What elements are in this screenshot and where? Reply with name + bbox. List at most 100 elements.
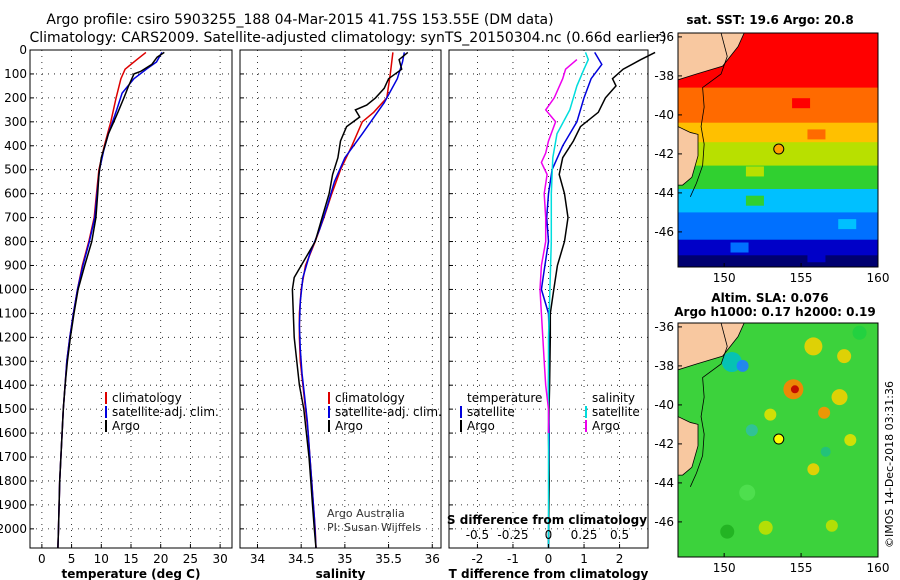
shelf-contour [689, 33, 728, 197]
difference-temperature-legend: temperature satellite Argo [460, 391, 542, 433]
sla-anomaly [825, 519, 838, 532]
x-tick-label: 0 [38, 552, 46, 566]
sst-patch [745, 166, 764, 177]
legend-s-argo: Argo [592, 419, 620, 433]
sla-anomaly [852, 325, 867, 340]
y-tick-label: 400 [4, 139, 27, 153]
legend-satellite: satellite-adj. clim. [112, 405, 219, 419]
y-tick-label: 700 [4, 211, 27, 225]
argo-australia-label: Argo Australia [327, 507, 405, 520]
x-axis-label: salinity [316, 567, 366, 580]
x-tick-label: 34.5 [288, 552, 315, 566]
x-tick-label: 1 [580, 552, 588, 566]
y-tick-label: 1200 [0, 330, 27, 344]
temperature-panel: 0 5 10 15 20 25 300100200300400500600700800900… [0, 43, 233, 580]
y-tick-label: -40 [654, 398, 674, 412]
sla-anomaly [844, 434, 857, 446]
x-tick-label: 5 [68, 552, 76, 566]
sst-band [678, 255, 878, 267]
sst-patch [807, 129, 826, 140]
series-t-argo [547, 51, 656, 549]
map-content [678, 33, 878, 267]
y-tick-label: 1700 [0, 450, 27, 464]
s-diff-label: S difference from climatology [447, 513, 647, 527]
x-tick-label: 150 [713, 561, 736, 575]
y-tick-label: 900 [4, 258, 27, 272]
x-axis-label: T difference from climatology [449, 567, 649, 580]
sla-anomaly [837, 349, 852, 364]
temperature-legend: climatology satellite-adj. clim. Argo [105, 391, 219, 433]
s-tick-label: 0.5 [610, 528, 629, 542]
sst-band [678, 189, 878, 213]
sst-map: 150 155 160 -36 -38 -40 -42 -44 -46 [654, 30, 889, 285]
sst-title: sat. SST: 19.6 Argo: 20.8 [686, 13, 853, 27]
sla-anomaly [831, 389, 848, 406]
legend-climatology: climatology [335, 391, 405, 405]
y-tick-label: -40 [654, 108, 674, 122]
legend-t-heading: temperature [467, 391, 542, 405]
y-tick-label: -36 [654, 30, 674, 44]
sst-band [678, 165, 878, 190]
series-satellite-adj-clim- [298, 52, 406, 549]
sla-anomaly [764, 408, 777, 421]
x-tick-label: 34 [250, 552, 265, 566]
argo-position-marker [773, 143, 785, 155]
y-tick-label: 100 [4, 67, 27, 81]
y-tick-label: 0 [19, 43, 27, 57]
y-tick-label: 800 [4, 235, 27, 249]
series-t-satellite [540, 52, 603, 549]
salinity-panel: 34 34.5 35 35.5 36 salinity [239, 49, 442, 580]
y-tick-label: -44 [654, 186, 674, 200]
shelf-contour [689, 323, 728, 487]
x-tick-label: 2 [616, 552, 624, 566]
salinity-legend: climatology satellite-adj. clim. Argo [328, 391, 442, 433]
series-argo [291, 51, 409, 549]
x-tick-label: 150 [713, 271, 736, 285]
imos-watermark: ©IMOS 14-Dec-2018 03:31:36 [883, 381, 896, 548]
land-tasmania [678, 126, 699, 186]
sst-patch [838, 219, 857, 230]
y-tick-label: 1100 [0, 306, 27, 320]
sla-anomaly [736, 359, 749, 372]
sst-patch [838, 106, 857, 116]
legend-s-heading: salinity [592, 391, 635, 405]
sla-anomaly [745, 424, 758, 437]
x-tick-label: 35.5 [375, 552, 402, 566]
x-tick-label: 10 [94, 552, 109, 566]
x-tick-label: 155 [790, 271, 813, 285]
series-climatology [57, 51, 147, 549]
legend-satellite: satellite-adj. clim. [335, 405, 442, 419]
s-tick-label: -0.5 [466, 528, 489, 542]
sla-title-2: Argo h1000: 0.17 h2000: 0.19 [674, 305, 875, 319]
sla-title-1: Altim. SLA: 0.076 [711, 291, 828, 305]
title-line-2: Climatology: CARS2009. Satellite-adjuste… [29, 30, 666, 46]
sst-band [678, 239, 878, 256]
s-tick-label: -0.25 [497, 528, 528, 542]
plot-frame [239, 49, 442, 549]
series-s-argo [539, 59, 578, 434]
sst-patch [822, 174, 841, 185]
legend-argo: Argo [335, 419, 363, 433]
map-frame [677, 322, 879, 558]
pi-label: PI: Susan Wijffels [327, 521, 421, 534]
y-tick-label: 1400 [0, 378, 27, 392]
x-tick-label: 155 [790, 561, 813, 575]
y-tick-label: -42 [654, 437, 674, 451]
y-tick-label: 2000 [0, 522, 27, 536]
x-tick-label: 35 [337, 552, 352, 566]
legend-t-argo: Argo [467, 419, 495, 433]
x-tick-label: 30 [212, 552, 227, 566]
sla-anomaly [820, 446, 831, 457]
sla-map: 150 155 160 -36 -38 -40 -42 -44 -46 [654, 320, 889, 575]
s-tick-label: 0 [545, 528, 553, 542]
y-tick-label: 200 [4, 91, 27, 105]
sla-anomaly [790, 385, 799, 394]
x-tick-label: 36 [425, 552, 440, 566]
y-tick-label: -46 [654, 515, 674, 529]
y-tick-label: 600 [4, 187, 27, 201]
y-tick-label: -38 [654, 69, 674, 83]
x-tick-label: 25 [183, 552, 198, 566]
land-tasmania [678, 416, 699, 476]
sla-anomaly [758, 520, 773, 535]
